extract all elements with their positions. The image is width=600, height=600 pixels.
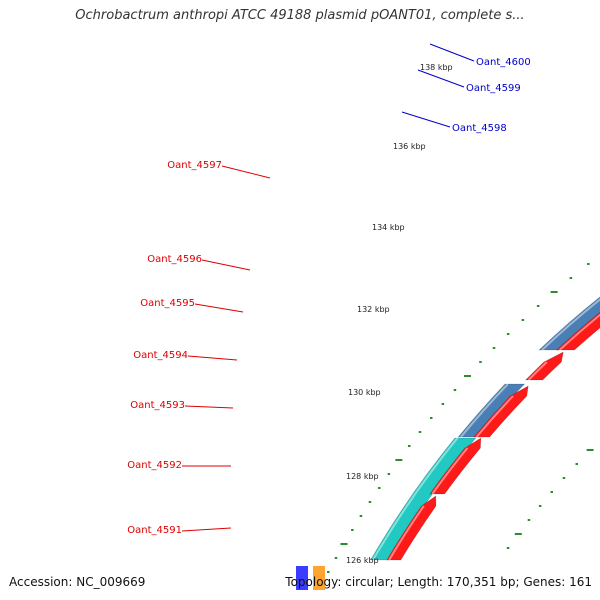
scale-label: 138 kbp xyxy=(420,63,453,72)
inner-tick-track xyxy=(506,449,594,549)
leader-line xyxy=(181,527,232,532)
gene-label-oant-4599: Oant_4599 xyxy=(466,83,521,94)
accession-text: Accession: NC_009669 xyxy=(9,575,146,589)
gene-label-oant-4598: Oant_4598 xyxy=(452,123,507,134)
gene-red-4594-highlight xyxy=(527,361,548,381)
gene-features xyxy=(296,108,600,590)
gene-label-oant-4600: Oant_4600 xyxy=(476,57,531,68)
topology-summary: Topology: circular; Length: 170,351 bp; … xyxy=(285,575,592,589)
scale-label: 130 kbp xyxy=(348,388,381,397)
leader-line xyxy=(194,303,244,313)
map-title: Ochrobactrum anthropi ATCC 49188 plasmid… xyxy=(75,8,525,23)
gene-bottom-orange xyxy=(313,566,325,590)
gene-label-oant-4593: Oant_4593 xyxy=(130,400,185,411)
leader-line xyxy=(221,165,271,179)
scale-label: 128 kbp xyxy=(346,472,379,481)
leader-line xyxy=(187,355,238,361)
leader-line xyxy=(417,69,465,88)
scale-label: 126 kbp xyxy=(346,556,379,565)
gene-red-4593-highlight xyxy=(475,395,514,438)
gene-label-oant-4594: Oant_4594 xyxy=(133,350,188,361)
gene-oant-4593-highlight xyxy=(460,383,509,438)
gene-red-4595 xyxy=(555,311,600,351)
leader-line xyxy=(401,111,451,128)
gene-bottom-blue xyxy=(296,566,308,590)
gene-label-oant-4595: Oant_4595 xyxy=(140,298,195,309)
label-leader-lines xyxy=(181,43,475,532)
leader-line xyxy=(184,405,234,409)
scale-label: 132 kbp xyxy=(357,305,390,314)
scale-label: 134 kbp xyxy=(372,223,405,232)
gene-label-oant-4597: Oant_4597 xyxy=(167,160,222,171)
gene-oant-4592-4591-highlight xyxy=(372,437,459,561)
gene-red-4591 xyxy=(386,495,437,561)
gene-label-oant-4591: Oant_4591 xyxy=(127,525,182,536)
gene-labels: Oant_4597 Oant_4596 Oant_4595 Oant_4594 Oant… xyxy=(127,57,530,536)
outer-tick-track xyxy=(327,263,590,573)
gene-label-oant-4592: Oant_4592 xyxy=(127,460,182,471)
leader-line xyxy=(201,259,251,271)
gene-red-4593 xyxy=(473,385,529,438)
gene-red-4594 xyxy=(524,351,564,381)
gene-oant-4595-highlight xyxy=(541,298,600,351)
gene-label-oant-4596: Oant_4596 xyxy=(147,254,202,265)
scale-label: 136 kbp xyxy=(393,142,426,151)
gene-red-4592-highlight xyxy=(431,447,469,495)
gene-red-4591-highlight xyxy=(388,505,425,561)
leader-line xyxy=(429,43,475,62)
gene-red-4592 xyxy=(429,437,482,495)
gene-red-4595-highlight xyxy=(558,313,600,351)
scale-labels: 138 kbp 136 kbp 134 kbp 132 kbp 130 kbp 128 k… xyxy=(346,63,453,565)
